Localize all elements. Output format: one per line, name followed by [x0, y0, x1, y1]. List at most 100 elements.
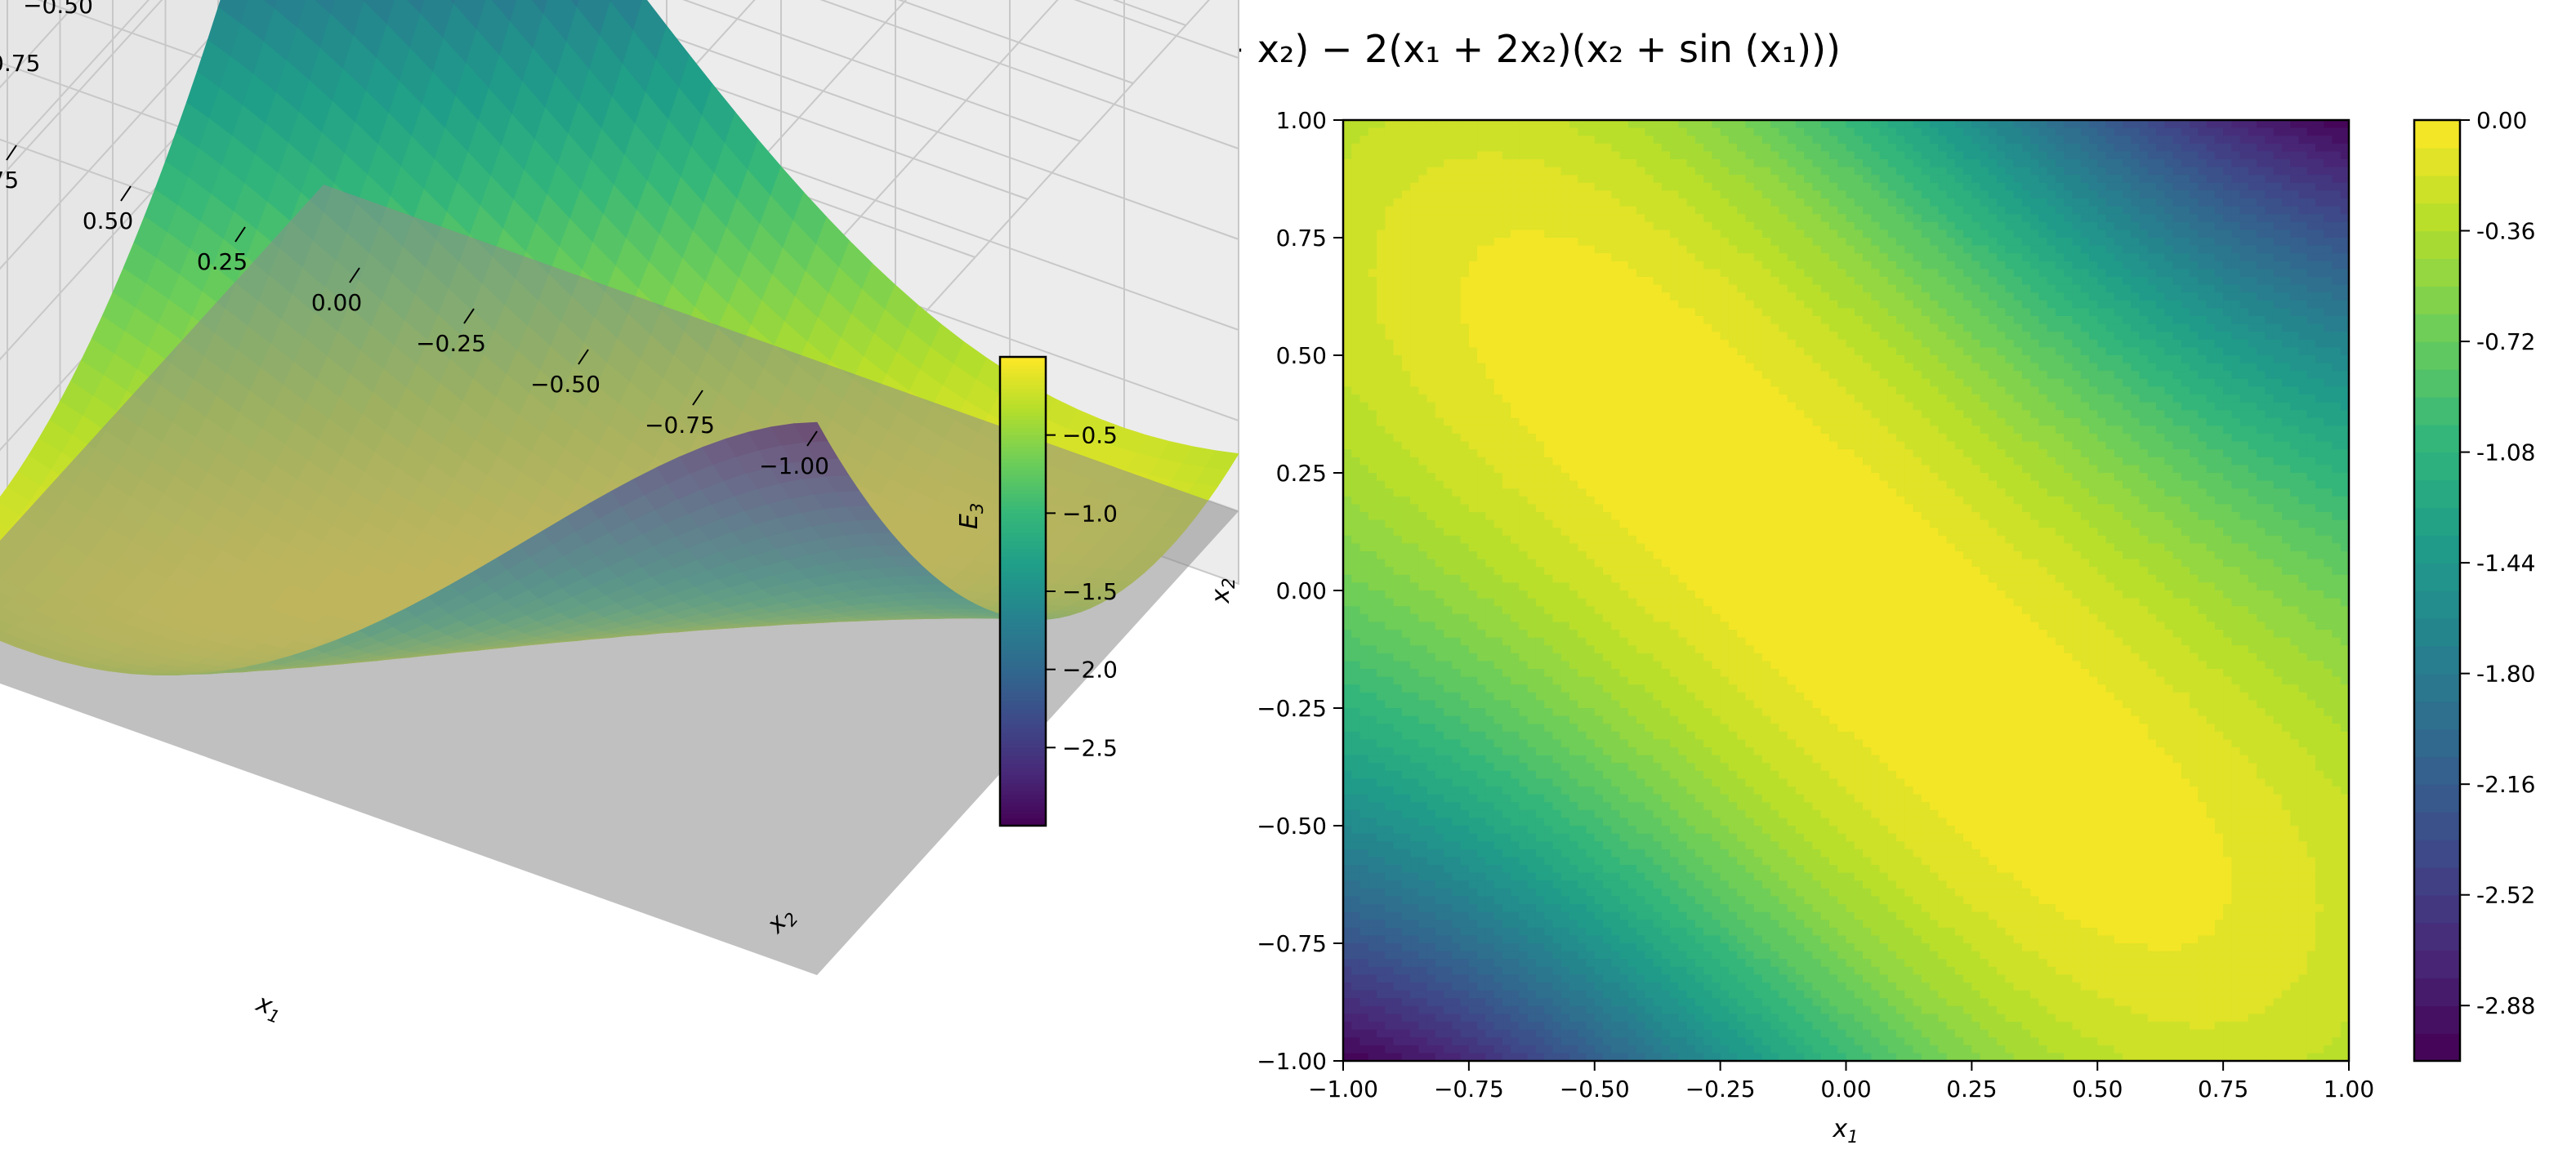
contour-cell — [1426, 528, 1436, 537]
contour-cell — [1351, 371, 1361, 380]
contour-cell — [1351, 323, 1361, 332]
contour-cell — [1377, 747, 1386, 756]
contour-cell — [1426, 214, 1436, 223]
contour-cell — [1385, 410, 1395, 419]
contour-cell — [1527, 543, 1537, 552]
contour-cell — [1343, 951, 1353, 960]
contour-cell — [1527, 630, 1537, 639]
contour-cell — [1385, 339, 1395, 349]
contour-cell — [1435, 167, 1444, 176]
contour-cell — [1552, 136, 1562, 145]
contour-cell — [1493, 308, 1503, 317]
contour-cell — [1401, 136, 1411, 145]
contour-cell — [1452, 269, 1462, 278]
contour-cell — [1544, 590, 1554, 599]
contour-cell — [1435, 363, 1444, 372]
colorbar-segment — [1000, 759, 1046, 764]
contour-cell — [1444, 739, 1453, 748]
contour-cell — [1343, 206, 1353, 215]
contour-cell — [1444, 417, 1453, 427]
contour-cell — [1477, 261, 1487, 270]
contour-cell — [1401, 198, 1411, 207]
contour-cell — [1435, 559, 1444, 568]
contour-cell — [1460, 684, 1470, 693]
contour-cell — [1535, 669, 1545, 678]
contour-cell — [1401, 496, 1411, 506]
contour-cell — [1435, 613, 1444, 623]
contour-cell — [1502, 277, 1511, 286]
contour-cell — [1468, 449, 1478, 458]
contour-cell — [1535, 143, 1545, 153]
contour-cell — [1535, 229, 1545, 238]
contour-cell — [1401, 731, 1411, 741]
contour-cell — [1377, 786, 1386, 795]
contour-cell — [1426, 238, 1436, 247]
contour-cell — [1468, 394, 1478, 403]
contour-cell — [1477, 480, 1487, 489]
contour-cell — [1493, 159, 1503, 168]
contour-cell — [1426, 927, 1436, 937]
contour-cell — [1468, 582, 1478, 591]
colorbar-segment — [1000, 568, 1046, 573]
contour-cell — [1401, 630, 1411, 639]
colorbar-segment — [1000, 755, 1046, 760]
contour-cell — [1368, 245, 1377, 254]
contour-cell — [1468, 512, 1478, 521]
contour-cell — [1493, 488, 1503, 497]
contour-cell — [1477, 833, 1487, 842]
contour-cell — [1452, 504, 1462, 513]
contour-cell — [1359, 535, 1369, 545]
contour-cell — [1368, 613, 1377, 623]
contour-cell — [1519, 363, 1529, 372]
contour-cell — [1511, 637, 1520, 646]
contour-cell — [1519, 951, 1529, 960]
contour-cell — [1527, 261, 1537, 270]
contour-cell — [1552, 426, 1562, 434]
contour-cell — [1343, 708, 1353, 717]
contour-cell — [1377, 465, 1386, 474]
contour-cell — [1477, 198, 1487, 207]
contour-cell — [1460, 818, 1470, 827]
contour-cell — [1493, 857, 1503, 866]
contour-cell — [1502, 1037, 1511, 1046]
contour-cell — [1511, 904, 1520, 913]
contour-cell — [1527, 127, 1537, 136]
contour-cell — [1444, 724, 1453, 733]
contour-cell — [1544, 826, 1554, 835]
contour-cell — [1444, 794, 1453, 803]
contour-cell — [1426, 316, 1436, 325]
contour-cell — [1393, 543, 1403, 552]
contour-cell — [1468, 559, 1478, 568]
contour-cell — [1452, 763, 1462, 772]
colorbar-segment — [1000, 763, 1046, 768]
contour-cell — [1343, 253, 1353, 262]
contour-cell — [1452, 998, 1462, 1007]
contour-cell — [1351, 473, 1361, 482]
contour-cell — [1377, 426, 1386, 434]
contour-cell — [1351, 441, 1361, 450]
contour-cell — [1511, 488, 1520, 497]
contour-cell — [1535, 198, 1545, 207]
contour-cell — [1485, 966, 1495, 976]
contour-cell — [1468, 833, 1478, 842]
contour-cell — [1385, 724, 1395, 733]
contour-cell — [1460, 872, 1470, 881]
contour-cell — [1477, 715, 1487, 724]
contour-cell — [1368, 739, 1377, 748]
x-tick-label: −0.75 — [645, 412, 715, 439]
contour-cell — [1527, 300, 1537, 310]
contour-cell — [1527, 802, 1537, 811]
contour-cell — [1385, 880, 1395, 889]
contour-cell — [1485, 590, 1495, 599]
contour-cell — [1385, 1005, 1395, 1015]
contour-cell — [1393, 559, 1403, 568]
contour-cell — [1343, 684, 1353, 693]
contour-cell — [1468, 206, 1478, 215]
contour-cell — [1377, 692, 1386, 702]
contour-cell — [1410, 182, 1420, 192]
contour-cell — [1435, 574, 1444, 584]
contour-cell — [1359, 151, 1369, 160]
contour-cell — [1377, 504, 1386, 513]
contour-cell — [1444, 496, 1453, 506]
contour-cell — [1527, 238, 1537, 247]
